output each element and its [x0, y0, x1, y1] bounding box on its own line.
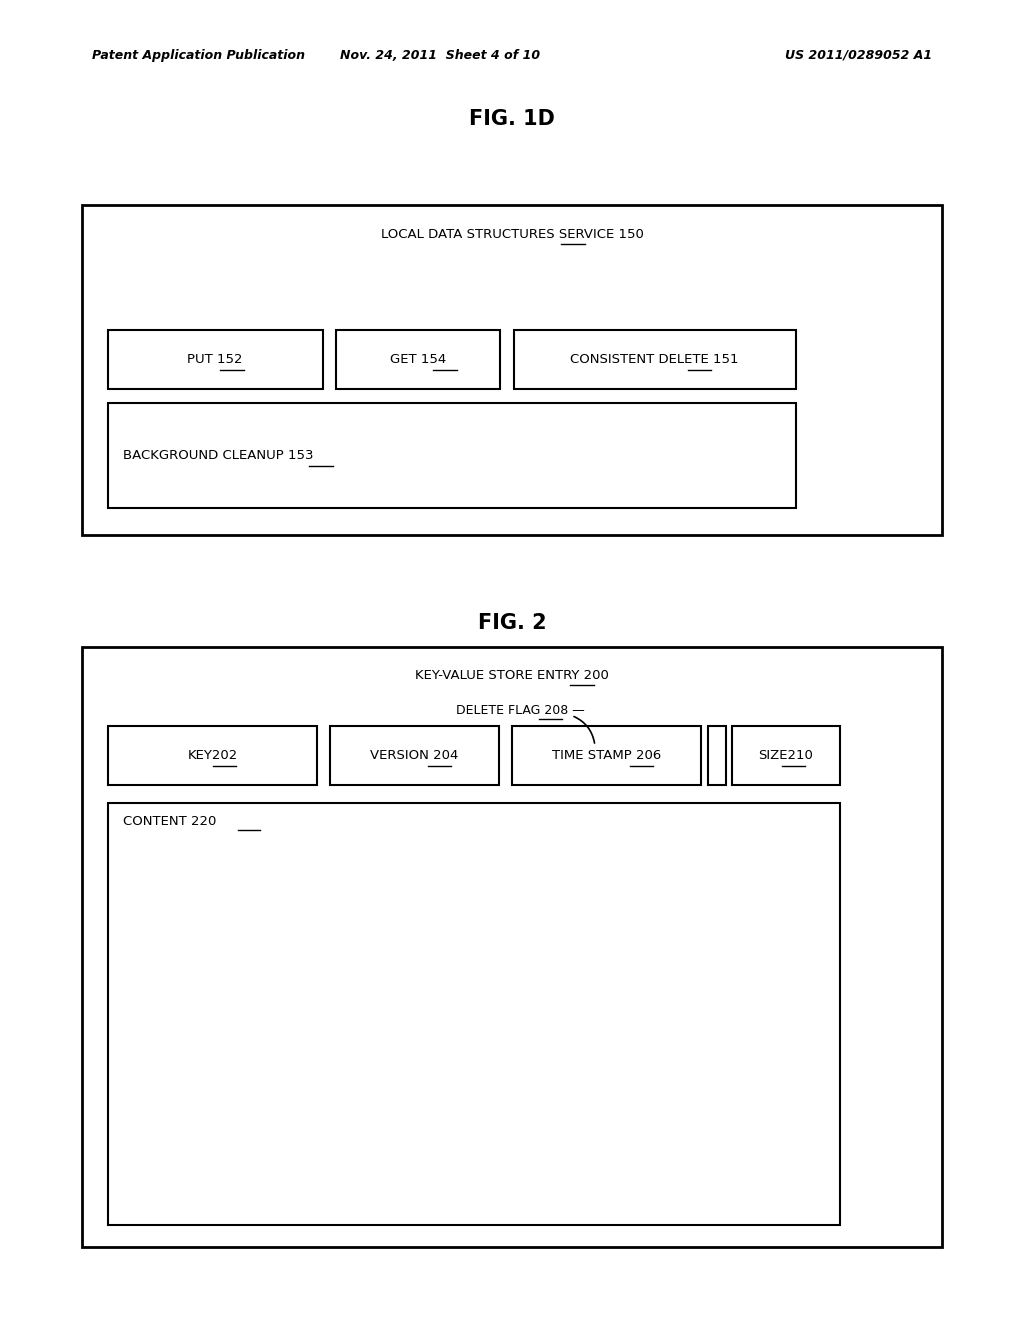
Text: SIZE210: SIZE210: [759, 750, 813, 762]
Bar: [336, 330, 500, 389]
Text: FIG. 1D: FIG. 1D: [469, 108, 555, 129]
Text: KEY202: KEY202: [187, 750, 238, 762]
Text: DELETE FLAG 208 —: DELETE FLAG 208 —: [456, 704, 585, 717]
Text: US 2011/0289052 A1: US 2011/0289052 A1: [784, 49, 932, 62]
Text: CONSISTENT DELETE 151: CONSISTENT DELETE 151: [570, 354, 738, 366]
Text: PUT 152: PUT 152: [187, 354, 243, 366]
Bar: [330, 726, 499, 785]
Bar: [512, 726, 701, 785]
Bar: [82, 205, 942, 535]
Bar: [82, 647, 942, 1247]
Bar: [108, 726, 317, 785]
Text: KEY-VALUE STORE ENTRY 200: KEY-VALUE STORE ENTRY 200: [415, 669, 609, 682]
Bar: [732, 726, 840, 785]
Bar: [108, 403, 796, 508]
Text: Patent Application Publication: Patent Application Publication: [92, 49, 305, 62]
Bar: [108, 330, 323, 389]
Text: BACKGROUND CLEANUP 153: BACKGROUND CLEANUP 153: [123, 449, 313, 462]
Text: GET 154: GET 154: [390, 354, 445, 366]
Bar: [708, 726, 726, 785]
Text: VERSION 204: VERSION 204: [370, 750, 459, 762]
Bar: [108, 803, 840, 1225]
Bar: [514, 330, 796, 389]
Text: TIME STAMP 206: TIME STAMP 206: [552, 750, 662, 762]
Text: Nov. 24, 2011  Sheet 4 of 10: Nov. 24, 2011 Sheet 4 of 10: [340, 49, 541, 62]
Text: CONTENT 220: CONTENT 220: [123, 814, 216, 828]
Text: LOCAL DATA STRUCTURES SERVICE 150: LOCAL DATA STRUCTURES SERVICE 150: [381, 228, 643, 242]
Text: FIG. 2: FIG. 2: [477, 612, 547, 634]
